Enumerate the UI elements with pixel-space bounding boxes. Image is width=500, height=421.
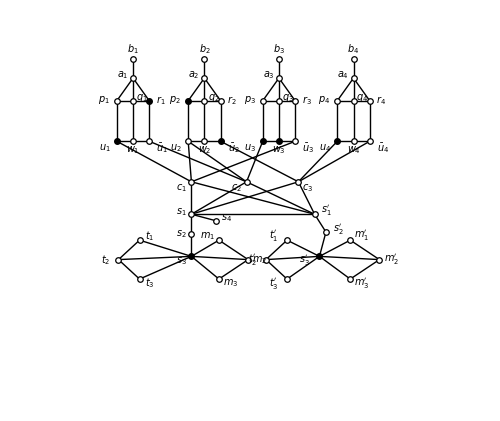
Text: $a_4$: $a_4$ xyxy=(337,69,349,81)
Text: $u_1$: $u_1$ xyxy=(98,143,110,155)
Text: $b_3$: $b_3$ xyxy=(273,43,285,56)
Text: $q_2$: $q_2$ xyxy=(208,91,220,104)
Text: $s_3'$: $s_3'$ xyxy=(299,253,310,268)
Text: $p_3$: $p_3$ xyxy=(244,94,256,106)
Text: $c_3$: $c_3$ xyxy=(302,182,313,194)
Text: $q_3$: $q_3$ xyxy=(282,91,294,104)
Text: $m_1'$: $m_1'$ xyxy=(354,228,370,243)
Text: $u_3$: $u_3$ xyxy=(244,143,256,155)
Text: $t_1'$: $t_1'$ xyxy=(270,228,279,243)
Text: $m_3'$: $m_3'$ xyxy=(354,276,370,291)
Text: $s_2'$: $s_2'$ xyxy=(333,222,344,237)
Text: $p_4$: $p_4$ xyxy=(318,94,330,106)
Text: $w_1$: $w_1$ xyxy=(126,144,140,156)
Text: $b_1$: $b_1$ xyxy=(127,43,139,56)
Text: $t_3'$: $t_3'$ xyxy=(270,276,279,291)
Text: $b_4$: $b_4$ xyxy=(348,43,360,56)
Text: $r_1$: $r_1$ xyxy=(156,94,166,107)
Text: $r_2$: $r_2$ xyxy=(227,94,236,107)
Text: $t_1$: $t_1$ xyxy=(145,229,154,243)
Text: $\bar{u}_3$: $\bar{u}_3$ xyxy=(302,141,314,155)
Text: $m_2'$: $m_2'$ xyxy=(384,252,398,267)
Text: $q_4$: $q_4$ xyxy=(356,91,368,104)
Text: $t_2'$: $t_2'$ xyxy=(248,252,258,267)
Text: $c_2$: $c_2$ xyxy=(230,182,241,194)
Text: $\bar{u}_4$: $\bar{u}_4$ xyxy=(376,141,389,155)
Text: $r_4$: $r_4$ xyxy=(376,94,386,107)
Text: $m_2$: $m_2$ xyxy=(252,254,268,266)
Text: $a_1$: $a_1$ xyxy=(117,69,128,81)
Text: $p_2$: $p_2$ xyxy=(170,94,181,106)
Text: $c_1$: $c_1$ xyxy=(176,182,186,194)
Text: $s_2$: $s_2$ xyxy=(176,228,187,240)
Text: $m_3$: $m_3$ xyxy=(223,278,238,290)
Text: $b_2$: $b_2$ xyxy=(198,43,210,56)
Text: $u_4$: $u_4$ xyxy=(319,143,331,155)
Text: $p_1$: $p_1$ xyxy=(98,94,110,106)
Text: $q_1$: $q_1$ xyxy=(136,91,148,104)
Text: $w_2$: $w_2$ xyxy=(198,144,211,156)
Text: $r_3$: $r_3$ xyxy=(302,94,312,107)
Text: $a_2$: $a_2$ xyxy=(188,69,200,81)
Text: $w_4$: $w_4$ xyxy=(346,144,360,156)
Text: $w_3$: $w_3$ xyxy=(272,144,286,156)
Text: $t_3$: $t_3$ xyxy=(145,277,154,290)
Text: $s_4$: $s_4$ xyxy=(221,212,232,224)
Text: $\bar{u}_2$: $\bar{u}_2$ xyxy=(228,141,239,155)
Text: $\bar{u}_1$: $\bar{u}_1$ xyxy=(156,141,168,155)
Text: $u_2$: $u_2$ xyxy=(170,143,181,155)
Text: $s_3$: $s_3$ xyxy=(176,256,187,267)
Text: $a_3$: $a_3$ xyxy=(262,69,274,81)
Text: $s_1$: $s_1$ xyxy=(176,206,187,218)
Text: $s_1'$: $s_1'$ xyxy=(321,203,332,218)
Text: $t_2$: $t_2$ xyxy=(102,253,111,266)
Text: $m_1$: $m_1$ xyxy=(200,230,216,242)
